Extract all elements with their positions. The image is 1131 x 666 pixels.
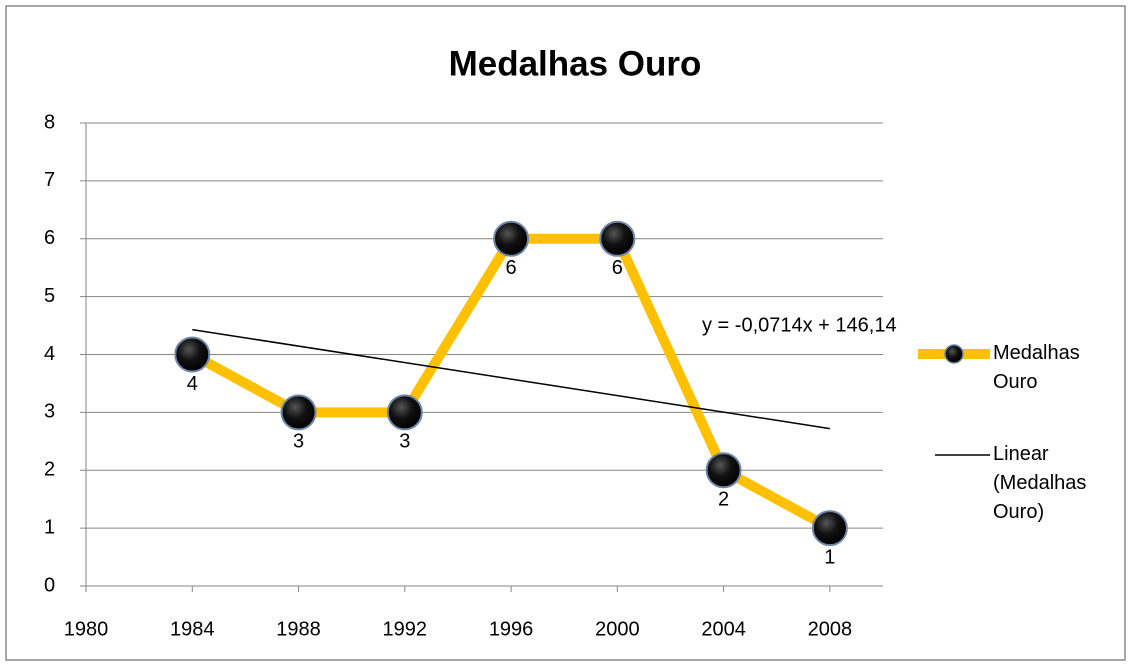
x-tick-label: 2004: [701, 618, 746, 640]
data-label: 6: [506, 257, 517, 279]
legend-label: Linear (Medalhas Ouro): [993, 443, 1087, 523]
chart-border: [5, 5, 1126, 661]
x-tick-label: 2008: [808, 618, 853, 640]
data-label: 3: [293, 431, 304, 453]
data-point: [386, 394, 423, 431]
y-tick-label: 4: [44, 343, 55, 365]
x-tick-label: 2000: [595, 618, 640, 640]
y-tick-label: 1: [44, 516, 55, 538]
trend-equation: y = -0,0714x + 146,14: [702, 314, 897, 336]
data-point: [811, 510, 848, 547]
chart-title: Medalhas Ouro: [449, 44, 702, 83]
y-tick-label: 0: [44, 574, 55, 596]
x-tick-label: 1980: [64, 618, 109, 640]
x-tick-label: 1992: [383, 618, 428, 640]
data-label: 3: [399, 431, 410, 453]
data-point: [493, 220, 530, 257]
data-point: [705, 452, 742, 489]
data-point: [280, 394, 317, 431]
y-tick-label: 5: [44, 285, 55, 307]
x-tick-label: 1988: [276, 618, 321, 640]
y-tick-label: 7: [44, 169, 55, 191]
x-tick-label: 1984: [170, 618, 215, 640]
x-tick-label: 1996: [489, 618, 534, 640]
data-point: [174, 336, 211, 373]
data-point: [599, 220, 636, 257]
y-tick-label: 3: [44, 401, 55, 423]
trend-line: [192, 328, 830, 430]
data-label: 6: [612, 257, 623, 279]
data-label: 4: [187, 373, 198, 395]
y-tick-label: 2: [44, 459, 55, 481]
legend-marker: [944, 344, 964, 364]
data-label: 2: [718, 489, 729, 511]
y-tick-label: 6: [44, 227, 55, 249]
legend-label: Medalhas Ouro: [993, 342, 1080, 393]
y-tick-label: 8: [44, 111, 55, 133]
data-label: 1: [824, 546, 835, 568]
